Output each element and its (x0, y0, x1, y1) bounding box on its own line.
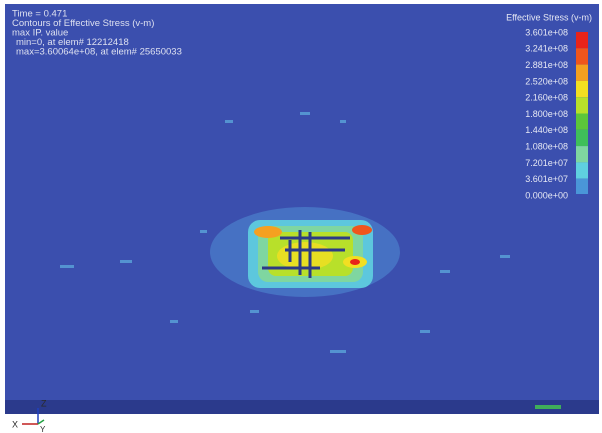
axis-triad: Z X Y (12, 398, 47, 433)
axis-z-label: Z (41, 398, 47, 408)
legend-label: 2.520e+08 (525, 76, 568, 86)
legend-swatch (576, 64, 588, 81)
legend-label: 1.440e+08 (525, 125, 568, 135)
legend-swatch (576, 146, 588, 163)
legend-label: 0.000e+00 (525, 190, 568, 200)
legend-swatch (576, 162, 588, 179)
header-line: max=3.60064e+08, at elem# 25650033 (16, 47, 182, 58)
legend-swatch (576, 32, 588, 49)
legend-label: 7.201e+07 (525, 158, 568, 168)
legend: Effective Stress (v-m) 3.601e+08 3.241e+08… (506, 12, 592, 200)
legend-label: 1.800e+08 (525, 109, 568, 119)
legend-label: 2.881e+08 (525, 60, 568, 70)
legend-label: 3.241e+08 (525, 44, 568, 54)
scatter-spots (60, 112, 510, 353)
legend-title: Effective Stress (v-m) (506, 12, 592, 22)
legend-label: 2.160e+08 (525, 93, 568, 103)
axis-y-label: Y (40, 425, 46, 433)
legend-label: 1.080e+08 (525, 141, 568, 151)
legend-label: 3.601e+08 (525, 27, 568, 37)
stress-region (210, 207, 400, 297)
ground-patch (535, 405, 561, 409)
legend-swatch (576, 129, 588, 147)
legend-swatch (576, 113, 588, 130)
header-line: Contours of Effective Stress (v-m) (12, 18, 154, 29)
legend-swatch (576, 194, 588, 197)
header-line: max IP. value (12, 28, 68, 39)
axis-x-label: X (12, 419, 18, 429)
legend-swatch (576, 97, 588, 114)
legend-swatch (576, 80, 588, 98)
legend-swatch (576, 48, 588, 65)
header-line: min=0, at elem# 12212418 (16, 37, 129, 48)
header-line: Time = 0.471 (12, 9, 67, 20)
legend-swatch (576, 178, 588, 195)
legend-label: 3.601e+07 (525, 174, 568, 184)
ground-strip (5, 400, 599, 414)
